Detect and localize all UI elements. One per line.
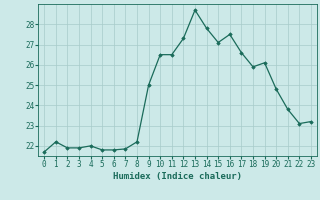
- X-axis label: Humidex (Indice chaleur): Humidex (Indice chaleur): [113, 172, 242, 181]
